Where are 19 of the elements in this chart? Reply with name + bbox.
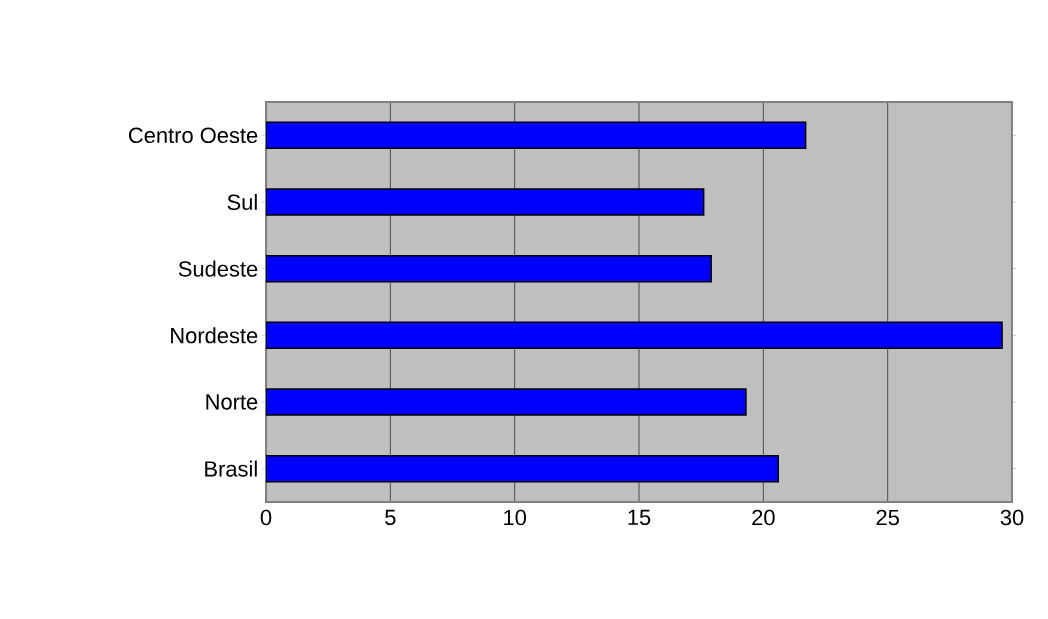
y-tick-label: Norte	[206, 394, 258, 410]
bar	[266, 254, 712, 283]
y-tick-label: Sul	[227, 193, 257, 211]
y-tick-label: Centro Oeste	[128, 127, 258, 144]
y-tick-label: Brasil	[205, 460, 257, 477]
bar	[266, 121, 807, 150]
x-tick-label: 15	[628, 509, 651, 526]
x-tick-label: 10	[504, 509, 526, 526]
x-tick-label: 0	[260, 509, 272, 526]
x-tick-label: 25	[876, 509, 899, 526]
x-tick-label: 5	[385, 509, 396, 526]
bar	[266, 388, 747, 416]
x-tick-label: 20	[752, 509, 775, 526]
x-tick-label: 30	[1000, 509, 1024, 526]
bar	[266, 454, 780, 483]
bar	[266, 321, 1003, 350]
y-tick-label: Nordeste	[171, 327, 258, 344]
y-tick-label: Sudeste	[178, 260, 258, 277]
bar	[266, 188, 705, 216]
